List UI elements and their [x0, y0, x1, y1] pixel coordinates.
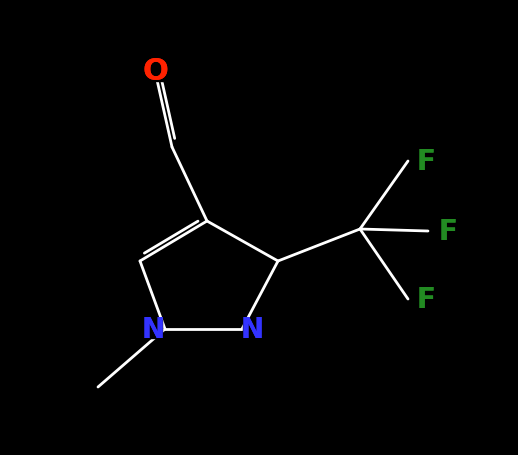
Text: F: F: [439, 217, 457, 245]
Text: O: O: [142, 57, 168, 86]
Text: F: F: [439, 217, 457, 245]
Bar: [243, 320, 261, 338]
Bar: [145, 62, 165, 82]
Bar: [417, 290, 435, 308]
Bar: [439, 222, 457, 241]
Bar: [417, 153, 435, 171]
Text: N: N: [240, 315, 264, 343]
Text: N: N: [141, 315, 165, 343]
Text: N: N: [240, 315, 264, 343]
Text: F: F: [416, 285, 436, 313]
Text: F: F: [416, 148, 436, 176]
Text: O: O: [142, 57, 168, 86]
Text: F: F: [416, 285, 436, 313]
Bar: [144, 320, 162, 338]
Text: N: N: [141, 315, 165, 343]
Text: F: F: [416, 148, 436, 176]
